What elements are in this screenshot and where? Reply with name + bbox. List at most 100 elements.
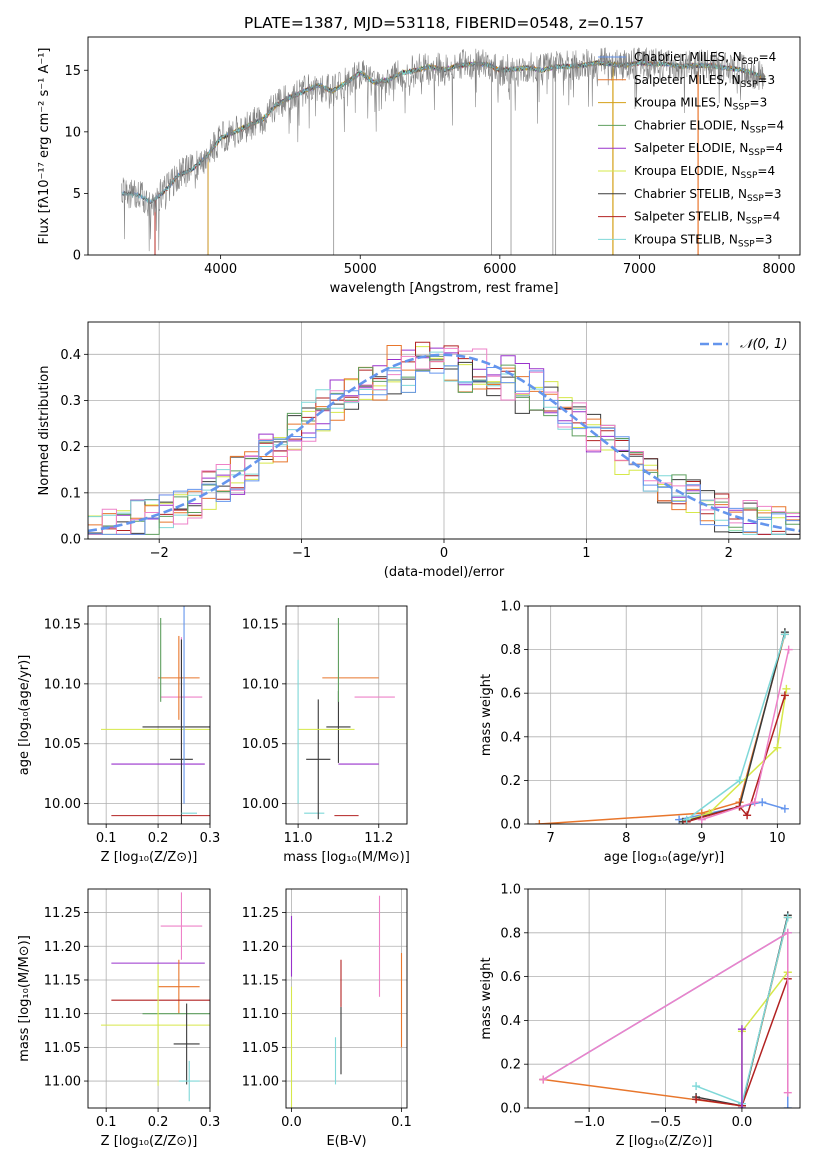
panel-spectrum: 4000 5000 6000 7000 8000 0 5 10 15 wavelength [An…	[37, 36, 801, 296]
legend-label: Kroupa MILES, NSSP=3	[634, 96, 767, 113]
x-tick-label: 7	[547, 831, 555, 846]
y-tick-label: 0.1	[60, 486, 81, 501]
spectrum-model-line	[154, 60, 766, 255]
y-tick-label: 11.05	[44, 1041, 81, 1056]
plot-area	[88, 341, 800, 535]
y-tick-label: 10.05	[44, 737, 81, 752]
spectrum-model-line	[207, 60, 766, 255]
x-axis-label: Z [log₁₀(Z/Z⊙)]	[101, 1134, 198, 1149]
y-tick-label: 0.8	[500, 926, 521, 941]
y-tick-label: 11.15	[44, 973, 81, 988]
y-tick-label: 0.2	[60, 440, 81, 455]
mass-weight-line	[682, 688, 788, 823]
x-tick-label: 8	[622, 831, 630, 846]
mass-weight-line	[539, 634, 786, 824]
axes-frame	[527, 605, 801, 825]
x-tick-label: 2	[725, 546, 733, 561]
plot-area	[535, 628, 793, 824]
legend-label: Chabrier STELIB, NSSP=3	[634, 187, 782, 204]
y-tick-label: 0.6	[500, 970, 521, 985]
plot-area	[100, 892, 210, 1102]
legend: Chabrier MILES, NSSP=4 Salpeter MILES, NS…	[598, 50, 784, 249]
x-tick-label: 0.1	[96, 1115, 117, 1130]
y-tick-label: 0	[73, 249, 81, 264]
panel-mass-vs-EBV: 0.0 0.1 11.00 11.05 11.10 11.15 11.20 11.25 E(B-…	[242, 888, 412, 1149]
residual-histogram	[88, 365, 800, 535]
y-tick-label: 15	[64, 64, 81, 79]
x-tick-label: 0.0	[732, 1115, 753, 1130]
y-tick-label: 0.4	[500, 730, 521, 745]
x-tick-label: 11.2	[364, 831, 393, 846]
panel-age-vs-Z: 0.1 0.2 0.3 10.00 10.05 10.10 10.15 Z [log₁₀(Z/…	[17, 605, 220, 865]
y-axis-label: mass weight	[479, 674, 494, 756]
gaussian-reference-line	[88, 353, 800, 533]
spectrum-model-line	[154, 59, 766, 255]
y-axis-label: mass [log₁₀(M/M⊙)]	[17, 935, 32, 1062]
x-tick-label: 0.0	[281, 1115, 302, 1130]
x-axis-label: (data-model)/error	[384, 565, 505, 580]
plot-area	[297, 617, 395, 820]
legend-label: Salpeter ELODIE, NSSP=4	[634, 141, 783, 158]
mass-weight-line	[686, 695, 786, 823]
x-axis-label: E(B-V)	[326, 1134, 366, 1149]
x-tick-label: 10	[769, 831, 786, 846]
y-tick-label: 10.10	[242, 677, 279, 692]
x-tick-label: 5000	[344, 262, 377, 277]
legend-label: Salpeter MILES, NSSP=3	[634, 73, 775, 90]
axes-frame	[87, 888, 211, 1109]
x-tick-label: 0.1	[96, 831, 117, 846]
x-tick-label: 0.2	[148, 831, 169, 846]
x-tick-label: −2	[150, 546, 169, 561]
y-axis-label: Normed distribution	[37, 366, 52, 496]
spectrum-data-line	[121, 47, 766, 252]
x-tick-label: 0.3	[200, 1115, 221, 1130]
y-tick-label: 10.15	[242, 617, 279, 632]
y-tick-label: 11.00	[44, 1075, 81, 1090]
y-tick-label: 10.00	[44, 797, 81, 812]
plot-area	[290, 895, 403, 1108]
y-tick-label: 10.00	[242, 797, 279, 812]
axes-frame	[285, 888, 408, 1109]
y-tick-label: 11.00	[242, 1075, 279, 1090]
x-tick-label: −1	[292, 546, 311, 561]
panel-residuals: −2 −1 0 1 2 0.0 0.1 0.2 0.3 0.4 (data-model)/error…	[37, 321, 801, 580]
chart-title: PLATE=1387, MJD=53118, FIBERID=0548, z=0…	[244, 14, 644, 32]
y-tick-label: 0.4	[60, 348, 81, 363]
x-axis-label: mass [log₁₀(M/M⊙)]	[283, 850, 410, 865]
mass-weight-line	[701, 649, 790, 821]
residual-histogram	[88, 355, 800, 535]
y-tick-label: 10.05	[242, 737, 279, 752]
y-tick-label: 10.10	[44, 677, 81, 692]
y-tick-label: 11.15	[242, 973, 279, 988]
legend-label: Salpeter STELIB, NSSP=4	[634, 210, 780, 227]
legend-label: Kroupa ELODIE, NSSP=4	[634, 164, 775, 181]
y-axis-label: mass weight	[479, 957, 494, 1039]
axes-frame	[87, 36, 801, 256]
x-axis-label: Z [log₁₀(Z/Z⊙)]	[101, 850, 198, 865]
y-tick-label: 1.0	[500, 600, 521, 615]
y-tick-label: 11.20	[242, 940, 279, 955]
x-tick-label: 1	[582, 546, 590, 561]
y-tick-label: 10.15	[44, 617, 81, 632]
axes-frame	[527, 888, 801, 1109]
y-tick-label: 0.2	[500, 1058, 521, 1073]
x-tick-label: 4000	[204, 262, 237, 277]
x-axis-label: age [log₁₀(age/yr)]	[604, 850, 725, 865]
x-axis-label: wavelength [Angstrom, rest frame]	[330, 281, 559, 296]
y-tick-label: 11.10	[242, 1007, 279, 1022]
y-tick-label: 5	[73, 187, 81, 202]
y-tick-label: 0.2	[500, 774, 521, 789]
plot-area	[100, 606, 210, 824]
legend-label: Chabrier ELODIE, NSSP=4	[634, 118, 784, 135]
y-tick-label: 11.25	[242, 906, 279, 921]
panel-massweight-vs-age: 7 8 9 10 0.0 0.2 0.4 0.6 0.8 1.0 age [log₁₀(age/yr…	[479, 600, 801, 865]
y-tick-label: 0.4	[500, 1014, 521, 1029]
y-tick-label: 0.6	[500, 687, 521, 702]
x-tick-label: 0.1	[391, 1115, 412, 1130]
mass-weight-line	[682, 631, 786, 823]
y-tick-label: 11.20	[44, 940, 81, 955]
y-tick-label: 11.25	[44, 906, 81, 921]
legend-label: Chabrier MILES, NSSP=4	[634, 50, 776, 67]
x-tick-label: 8000	[763, 262, 796, 277]
legend-label: 𝒩(0, 1)	[740, 337, 787, 352]
